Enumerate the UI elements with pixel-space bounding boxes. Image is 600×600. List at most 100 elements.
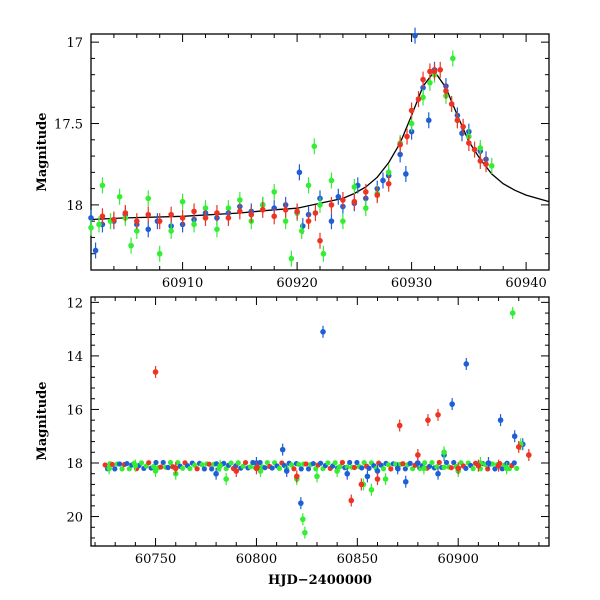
baseline-point [366,465,372,471]
bottom-panel: 60750 60800 60850 60900 12 14 16 18 20 Magnitude… [35,296,550,588]
data-point-blue [425,117,432,124]
data-point-green [311,143,318,150]
data-point-green [128,242,134,249]
data-point-green [257,468,264,474]
baseline-point [269,465,275,471]
baseline-point [240,463,246,469]
data-point-green [427,80,433,86]
data-point-green [217,462,223,469]
data-point-red [374,476,381,482]
x-tick-label: 60930 [391,276,432,291]
baseline-point [228,460,234,466]
baseline-point [448,465,454,471]
top-panel-ticks [90,34,550,271]
data-point-red [122,210,129,216]
baseline-point [158,464,164,470]
data-point-red [427,68,433,75]
baseline-point [288,462,295,468]
baseline-point [351,464,358,471]
data-point-green [271,189,278,195]
bottom-panel-tick-labels: 60750 60800 60850 60900 12 14 16 18 20 [66,296,478,567]
y-tick-label: 16 [66,403,83,418]
baseline-point [463,465,469,471]
data-point-red [415,96,422,102]
baseline-point [160,459,166,466]
baseline-point [511,460,517,466]
baseline-point [436,459,442,466]
baseline-point [124,460,130,467]
data-point-blue [296,169,303,176]
data-point-blue [394,465,401,472]
data-point-red [202,215,209,221]
data-point-red [385,180,392,187]
data-point-red [305,218,312,224]
baseline-point [422,460,428,466]
data-point-green [368,486,375,493]
baseline-point [247,464,253,470]
data-point-red [358,481,365,488]
y-tick-label: 18 [66,199,83,214]
baseline-point [492,466,498,472]
y-tick-label: 20 [66,511,83,526]
data-point-green [509,310,516,316]
data-point-green [116,193,123,200]
data-point-red [420,76,426,83]
data-point-red [477,158,484,164]
baseline-point [117,461,123,467]
x-tick-label: 60940 [505,276,546,291]
y-tick-label: 14 [66,350,83,365]
model-curve-line [90,70,550,221]
data-point-green [99,182,106,189]
data-point-red [466,140,472,146]
baseline-point [109,461,115,468]
data-point-green [152,468,159,474]
data-point-green [334,468,340,474]
baseline-point [209,466,215,472]
data-point-red [475,462,482,469]
baseline-point [264,459,270,466]
bottom-panel-ticks [91,297,549,546]
data-point-green [134,228,140,234]
x-tick-label: 60800 [236,552,277,567]
data-point-blue [511,433,518,440]
baseline-point [385,462,391,468]
data-point-green [168,228,174,234]
data-point-blue [145,226,152,233]
data-point-red [483,161,489,168]
data-point-green [288,255,295,262]
data-point-red [237,208,243,215]
baseline-point [514,465,520,471]
baseline-point [187,465,193,472]
baseline-point [499,466,505,472]
data-point-blue [364,473,371,480]
data-point-red [253,465,260,472]
baseline-point [426,463,433,469]
data-point-red [214,210,220,216]
baseline-point [291,466,297,472]
baseline-point [305,466,312,472]
baseline-point [242,459,249,466]
baseline-point [318,460,324,466]
data-point-green [441,449,447,456]
data-point-blue [300,223,306,229]
baseline-point [400,461,406,467]
data-point-red [526,452,532,458]
data-point-blue [328,218,335,224]
data-point-red [156,218,163,224]
data-point-red [363,189,369,195]
data-point-blue [402,478,409,485]
baseline-point [339,459,345,466]
data-point-green [382,476,389,482]
data-point-red [293,473,300,480]
baseline-point [126,466,132,472]
data-point-green [421,465,427,472]
data-point-green [132,462,139,469]
baseline-point [296,461,302,468]
bottom-panel-data-points [102,307,532,539]
data-point-blue [279,446,286,453]
data-point-green [214,226,220,233]
data-point-green [202,205,209,211]
data-point-red [271,213,278,220]
data-point-red [351,198,358,205]
data-point-red [134,218,140,224]
